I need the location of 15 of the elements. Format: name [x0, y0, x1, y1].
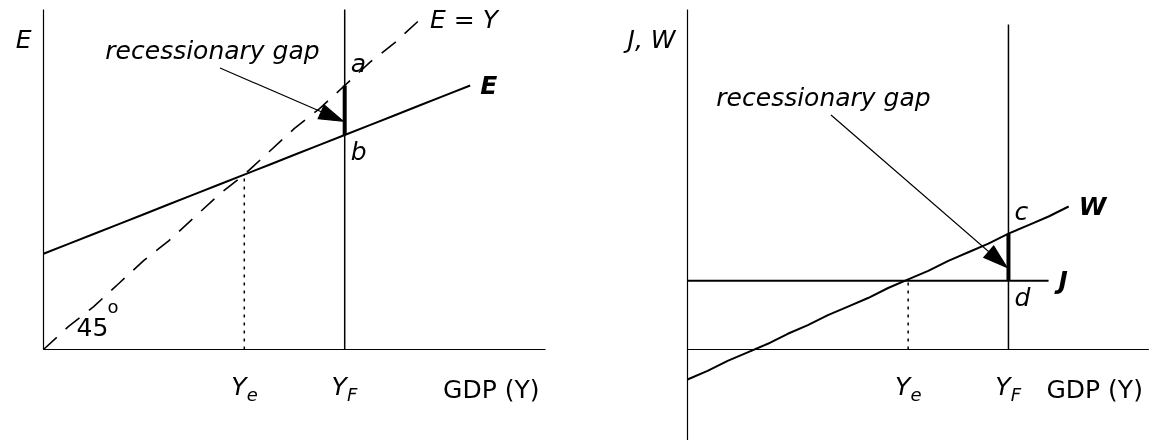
y-axis-title: J, W [622, 25, 677, 54]
annotation: c [1014, 196, 1029, 226]
series-label: E [480, 71, 498, 100]
series-label: J [1053, 266, 1068, 296]
annotation: recessionary gap [716, 83, 931, 112]
series-label: E = Y [430, 5, 500, 34]
annotation: a [350, 48, 367, 78]
annotation: 45o [76, 296, 119, 342]
annotation: d [1014, 282, 1031, 312]
x-axis-title: GDP (Y) [443, 375, 540, 404]
series-label: W [1078, 192, 1108, 221]
annotation: recessionary gap [105, 36, 320, 65]
x-axis-title: GDP (Y) [1046, 375, 1143, 404]
annotation: b [350, 137, 367, 166]
y-axis-title: E [15, 25, 32, 54]
